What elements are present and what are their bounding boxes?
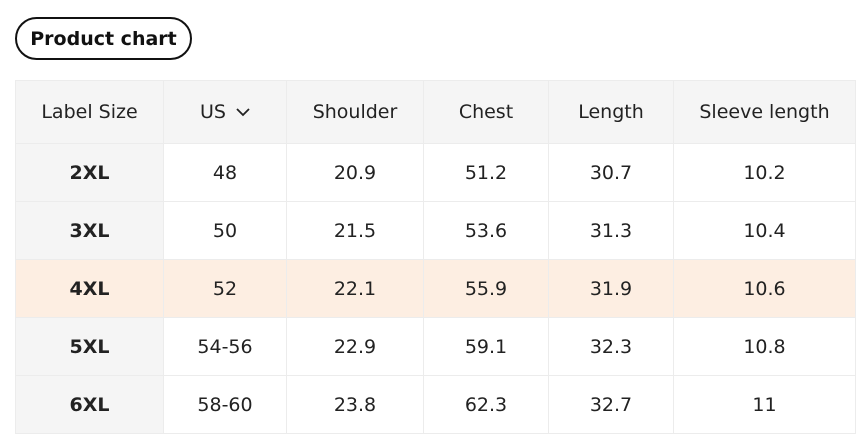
column-header: Length [548, 80, 674, 144]
label-size-cell: 6XL [15, 375, 164, 434]
measure-cell: 31.3 [548, 201, 674, 260]
measure-cell: 32.7 [548, 375, 674, 434]
measure-cell: 20.9 [286, 143, 424, 202]
measure-cell: 32.3 [548, 317, 674, 376]
size-row: 6XL 58-60 23.8 62.3 32.7 11 [15, 375, 856, 434]
measure-cell: 10.8 [673, 317, 856, 376]
size-row: 2XL 48 20.9 51.2 30.7 10.2 [15, 143, 856, 202]
size-table: Label Size US Shoulder Chest Length Sleeve le… [15, 80, 856, 434]
measure-cell: 54-56 [163, 317, 287, 376]
size-row: 3XL 50 21.5 53.6 31.3 10.4 [15, 201, 856, 260]
column-dropdown[interactable]: US [163, 80, 287, 144]
measure-cell: 22.1 [286, 259, 424, 318]
measure-cell: 10.2 [673, 143, 856, 202]
measure-cell: 22.9 [286, 317, 424, 376]
measure-cell: 10.6 [673, 259, 856, 318]
measure-cell: 48 [163, 143, 287, 202]
header-text: Sleeve length [699, 101, 830, 123]
measure-cell: 59.1 [423, 317, 549, 376]
size-row: 5XL 54-56 22.9 59.1 32.3 10.8 [15, 317, 856, 376]
chevron-icon [236, 108, 250, 117]
label-size-cell: 3XL [15, 201, 164, 260]
measure-cell: 11 [673, 375, 856, 434]
table-body: 2XL 48 20.9 51.2 30.7 10.2 3XL 50 21.5 53.6 31.3 10… [15, 143, 856, 434]
measure-cell: 52 [163, 259, 287, 318]
label-size-cell: 2XL [15, 143, 164, 202]
measure-cell: 62.3 [423, 375, 549, 434]
product-chart-button[interactable]: Product chart [15, 17, 192, 60]
measure-cell: 50 [163, 201, 287, 260]
measure-cell: 31.9 [548, 259, 674, 318]
column-header: Sleeve length [673, 80, 856, 144]
column-header: Label Size [15, 80, 164, 144]
header-text: Length [578, 101, 644, 123]
measure-cell: 53.6 [423, 201, 549, 260]
measure-cell: 30.7 [548, 143, 674, 202]
measure-cell: 55.9 [423, 259, 549, 318]
header-text: US [200, 101, 226, 123]
measure-cell: 51.2 [423, 143, 549, 202]
header-row: Label Size US Shoulder Chest Length Sleeve le… [15, 80, 856, 144]
measure-cell: 58-60 [163, 375, 287, 434]
header-text: Chest [458, 101, 514, 123]
size-row: 4XL 52 22.1 55.9 31.9 10.6 [15, 259, 856, 318]
table-header: Label Size US Shoulder Chest Length Sleeve le… [15, 80, 856, 144]
column-header: Shoulder [286, 80, 424, 144]
label-size-cell: 5XL [15, 317, 164, 376]
column-header: Chest [423, 80, 549, 144]
measure-cell: 21.5 [286, 201, 424, 260]
measure-cell: 10.4 [673, 201, 856, 260]
header-text: Shoulder [312, 101, 398, 123]
header-text: Label Size [41, 101, 138, 123]
measure-cell: 23.8 [286, 375, 424, 434]
label-size-cell: 4XL [15, 259, 164, 318]
